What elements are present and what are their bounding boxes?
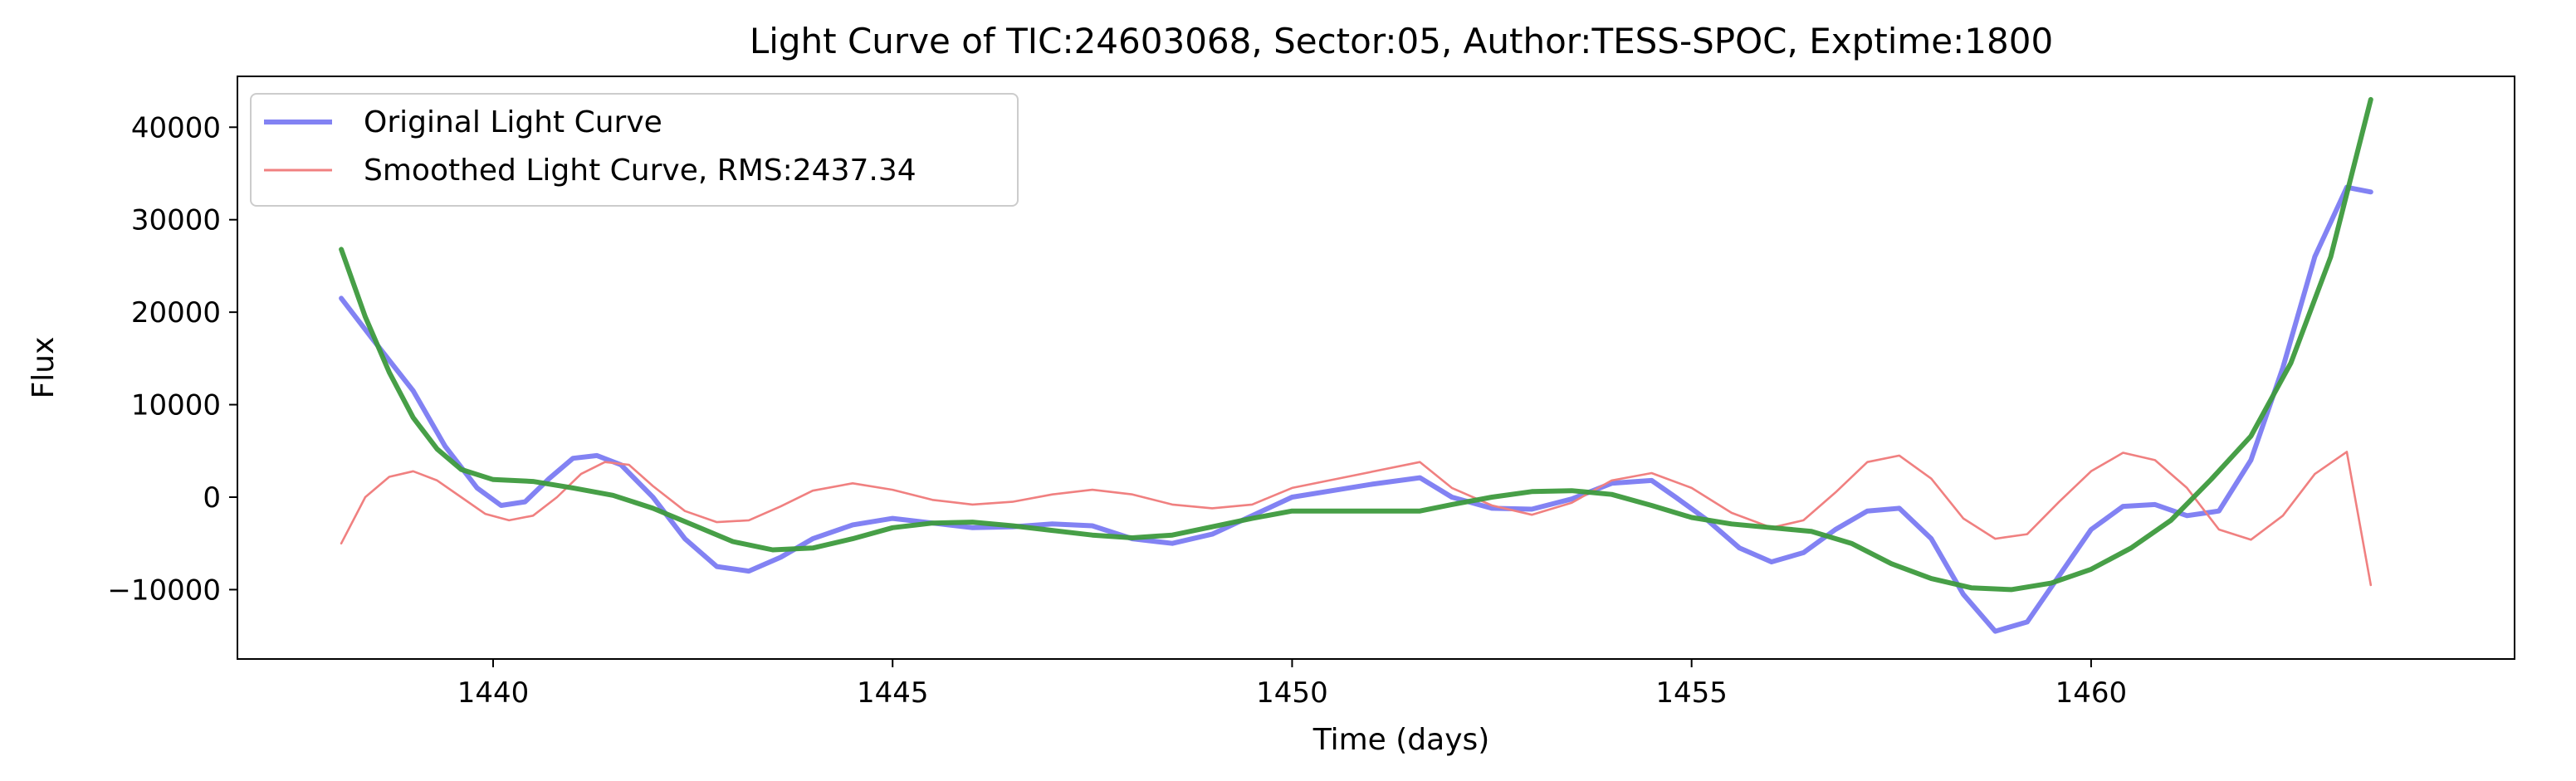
y-tick-label: 10000 xyxy=(131,389,221,422)
series-line-smoothed xyxy=(340,451,2373,587)
x-axis: 1440 1445 1450 1455 1460 xyxy=(457,659,2127,710)
x-tick-label: 1440 xyxy=(457,676,530,710)
legend-box xyxy=(250,93,1019,207)
x-tick-label: 1445 xyxy=(857,676,929,710)
legend-label-smoothed: Smoothed Light Curve, RMS:2437.34 xyxy=(364,154,917,188)
y-tick-label: 0 xyxy=(203,481,221,515)
y-axis: −10000 0 10000 20000 30000 40000 xyxy=(107,111,237,607)
y-tick-label: 20000 xyxy=(131,296,221,329)
plot-frame xyxy=(237,76,2515,660)
series-line-trend xyxy=(339,96,2373,593)
y-tick-label: 30000 xyxy=(131,204,221,237)
x-tick-label: 1450 xyxy=(1256,676,1328,710)
x-tick-label: 1460 xyxy=(2055,676,2128,710)
x-tick-label: 1455 xyxy=(1655,676,1728,710)
series-layer xyxy=(339,96,2373,634)
y-tick-label: 40000 xyxy=(131,111,221,144)
y-axis-label: Flux xyxy=(27,337,61,399)
legend-label-original: Original Light Curve xyxy=(364,105,662,139)
y-tick-label: −10000 xyxy=(107,574,221,607)
legend: Original Light Curve Smoothed Light Curv… xyxy=(250,93,1019,207)
x-axis-label: Time (days) xyxy=(1312,723,1490,757)
chart-title: Light Curve of TIC:24603068, Sector:05, … xyxy=(750,21,2053,61)
